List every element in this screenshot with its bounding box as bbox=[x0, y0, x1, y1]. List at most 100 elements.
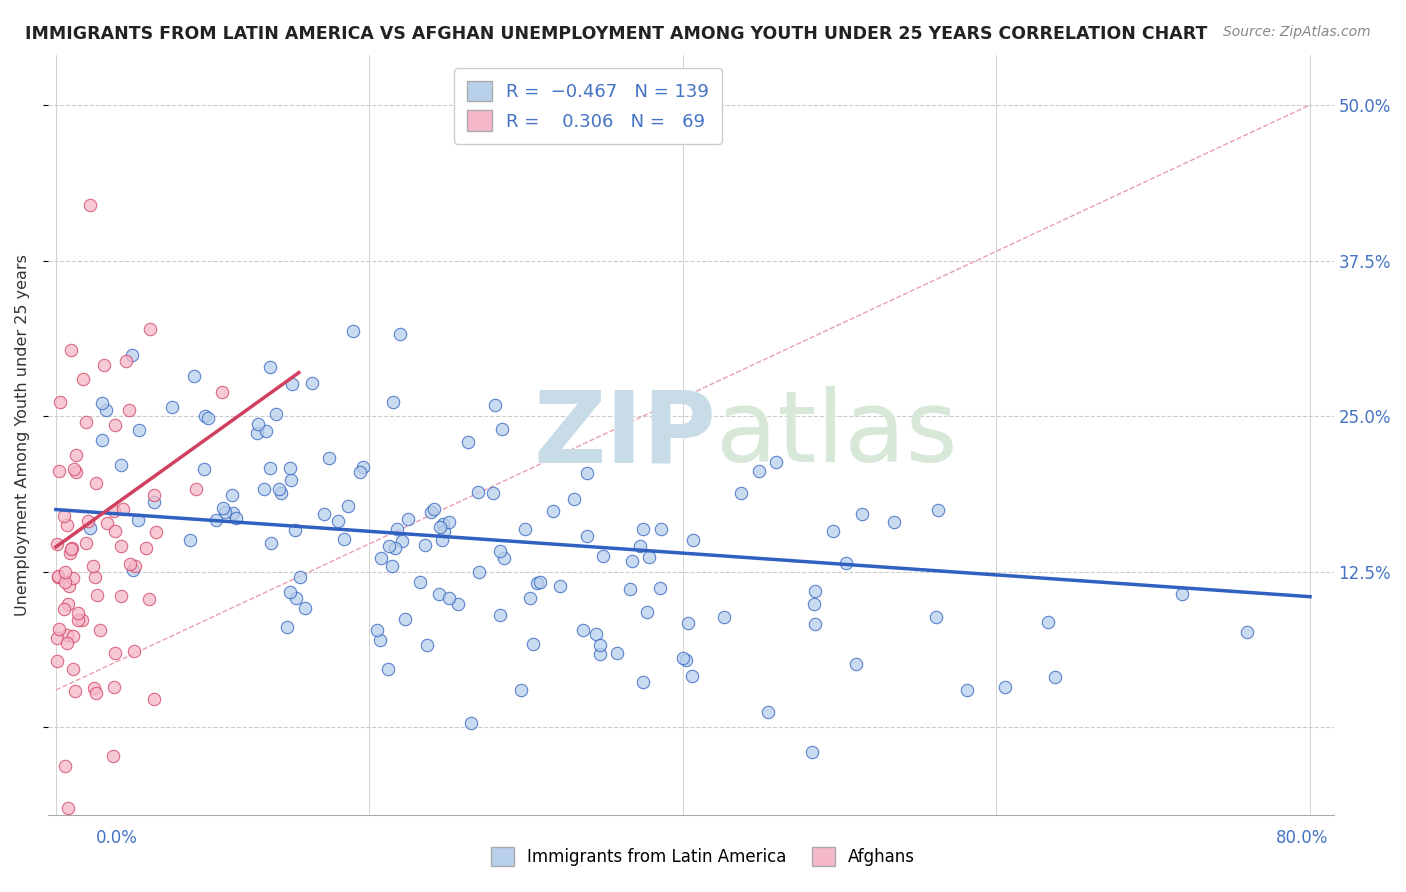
Point bbox=[803, 597, 825, 611]
Point bbox=[529, 574, 551, 589]
Point bbox=[748, 464, 770, 478]
Point bbox=[60, 541, 83, 556]
Point bbox=[53, 758, 76, 772]
Legend: Immigrants from Latin America, Afghans: Immigrants from Latin America, Afghans bbox=[484, 840, 922, 873]
Point bbox=[143, 488, 166, 502]
Point bbox=[193, 462, 215, 476]
Point bbox=[124, 559, 146, 574]
Point bbox=[270, 485, 292, 500]
Point bbox=[114, 354, 136, 368]
Point bbox=[66, 607, 89, 621]
Point bbox=[439, 516, 461, 530]
Text: IMMIGRANTS FROM LATIN AMERICA VS AFGHAN UNEMPLOYMENT AMONG YOUTH UNDER 25 YEARS : IMMIGRANTS FROM LATIN AMERICA VS AFGHAN … bbox=[25, 25, 1208, 43]
Point bbox=[432, 516, 454, 531]
Point bbox=[70, 613, 93, 627]
Text: 80.0%: 80.0% bbox=[1277, 829, 1329, 847]
Point bbox=[606, 646, 628, 660]
Point bbox=[803, 584, 825, 599]
Legend: R =  −0.467   N = 139, R =    0.306   N =   69: R = −0.467 N = 139, R = 0.306 N = 69 bbox=[454, 68, 721, 144]
Point bbox=[460, 716, 482, 731]
Point bbox=[318, 450, 340, 465]
Point bbox=[384, 541, 406, 555]
Point bbox=[415, 638, 437, 652]
Point bbox=[138, 591, 160, 606]
Point bbox=[756, 705, 779, 719]
Point bbox=[53, 575, 76, 590]
Point bbox=[110, 458, 132, 472]
Y-axis label: Unemployment Among Youth under 25 years: Unemployment Among Youth under 25 years bbox=[15, 254, 30, 615]
Point bbox=[541, 504, 564, 518]
Point bbox=[246, 417, 269, 432]
Point bbox=[62, 571, 84, 585]
Point bbox=[492, 551, 515, 566]
Point bbox=[121, 348, 143, 362]
Point bbox=[118, 557, 141, 571]
Point bbox=[638, 550, 661, 565]
Point bbox=[550, 579, 572, 593]
Point bbox=[631, 522, 654, 536]
Point bbox=[288, 570, 311, 584]
Point bbox=[672, 651, 695, 665]
Point bbox=[432, 524, 454, 539]
Point bbox=[90, 433, 112, 447]
Point bbox=[285, 591, 308, 606]
Point bbox=[491, 422, 513, 436]
Point bbox=[488, 544, 510, 558]
Point bbox=[381, 395, 404, 409]
Point bbox=[823, 524, 845, 539]
Point bbox=[53, 509, 76, 524]
Point bbox=[66, 614, 89, 628]
Point bbox=[83, 681, 105, 695]
Point bbox=[62, 662, 84, 676]
Point bbox=[79, 197, 101, 211]
Point bbox=[56, 597, 79, 611]
Point bbox=[84, 569, 107, 583]
Point bbox=[221, 488, 243, 502]
Point bbox=[730, 486, 752, 500]
Point bbox=[72, 372, 94, 386]
Point bbox=[91, 395, 114, 409]
Point bbox=[49, 395, 72, 409]
Point bbox=[628, 539, 651, 553]
Point bbox=[420, 505, 443, 519]
Point bbox=[835, 556, 858, 570]
Point bbox=[484, 398, 506, 412]
Point bbox=[1038, 615, 1060, 630]
Point bbox=[48, 464, 70, 478]
Point bbox=[59, 546, 82, 560]
Point bbox=[101, 748, 124, 763]
Point bbox=[58, 580, 80, 594]
Point bbox=[678, 616, 700, 631]
Point bbox=[619, 582, 641, 596]
Point bbox=[145, 524, 167, 539]
Point bbox=[143, 692, 166, 706]
Point bbox=[63, 683, 86, 698]
Point bbox=[86, 476, 108, 491]
Point bbox=[396, 512, 419, 526]
Point bbox=[65, 448, 87, 462]
Point bbox=[927, 503, 949, 517]
Point bbox=[413, 538, 436, 552]
Point bbox=[675, 653, 697, 667]
Point bbox=[160, 401, 183, 415]
Point bbox=[135, 541, 157, 556]
Point bbox=[93, 358, 115, 372]
Point bbox=[75, 415, 97, 429]
Point bbox=[457, 434, 479, 449]
Point bbox=[585, 627, 607, 641]
Point bbox=[314, 507, 336, 521]
Point bbox=[572, 624, 595, 638]
Point bbox=[259, 461, 281, 475]
Point bbox=[46, 537, 69, 551]
Point bbox=[280, 585, 302, 599]
Point bbox=[194, 409, 217, 424]
Point bbox=[284, 523, 307, 537]
Point bbox=[82, 559, 104, 574]
Point bbox=[994, 680, 1017, 694]
Point bbox=[179, 533, 201, 547]
Point bbox=[75, 535, 97, 549]
Point bbox=[1171, 587, 1194, 601]
Point bbox=[214, 505, 236, 519]
Point bbox=[53, 602, 76, 616]
Point bbox=[46, 568, 69, 582]
